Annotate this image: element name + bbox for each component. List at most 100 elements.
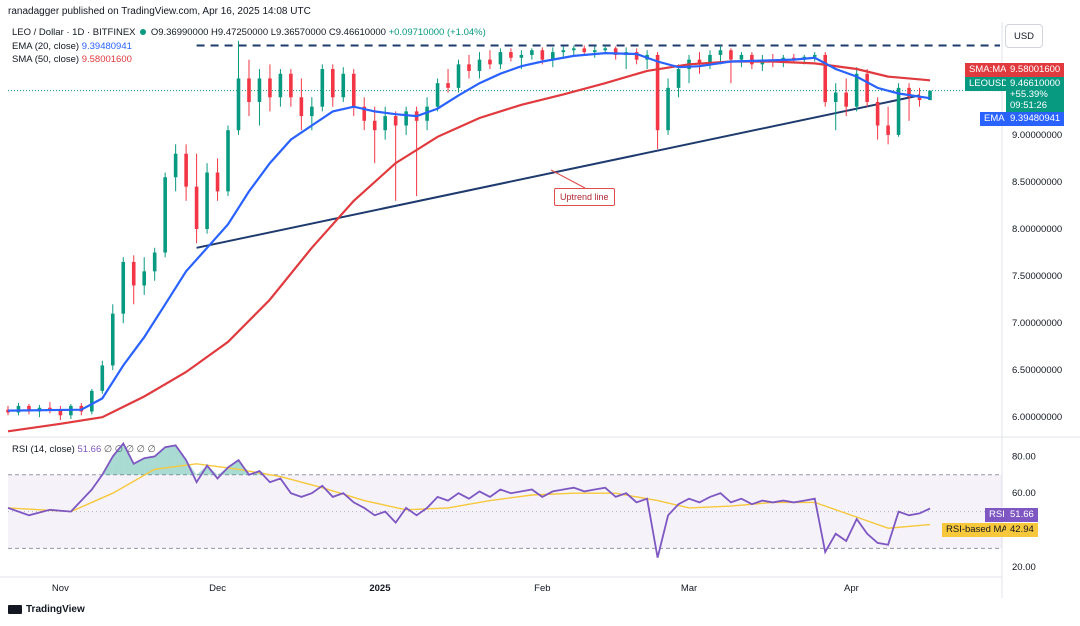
candle-body (603, 48, 608, 51)
ohlc-high: H9.47250000 (211, 27, 269, 38)
candle-body (351, 73, 356, 107)
candle-body (582, 48, 587, 53)
symbol-label: LEO / Dollar · 1D · BITFINEX (12, 27, 136, 38)
candle-body (875, 101, 880, 126)
candle-body (823, 54, 828, 102)
candle-body (142, 271, 147, 286)
symbol-price-tag: 9.46610000 +55.39% 09:51:26 (1006, 77, 1065, 112)
rsi-legend-na: ∅ ∅ ∅ ∅ ∅ (103, 444, 156, 455)
candle-body (812, 54, 817, 57)
candle-body (289, 73, 293, 98)
rsi-tick-label: 20.00 (1012, 562, 1036, 573)
candle-body (697, 59, 702, 65)
candle-body (739, 54, 744, 60)
candle-body (708, 54, 712, 65)
candle-body (896, 87, 901, 135)
price-tick-label: 7.50000000 (1012, 271, 1062, 282)
rsi-overbought-fill (112, 443, 124, 475)
candle-body (833, 92, 838, 102)
candle-body (257, 78, 262, 102)
time-tick-label: Feb (534, 583, 550, 594)
candle-body (163, 177, 167, 253)
time-tick-label: Nov (52, 583, 69, 594)
sma-value-tag: 9.58001600 (1006, 63, 1065, 77)
candle-body (372, 120, 377, 131)
annotation-connector (550, 169, 586, 189)
candle-body (100, 365, 105, 391)
ema20-line (7, 51, 931, 412)
rsi-overbought-fill (207, 465, 218, 475)
candle-body (268, 78, 272, 98)
candle-body (110, 313, 115, 366)
ema-value-tag: 9.39480941 (1006, 112, 1065, 126)
symbol-legend: LEO / Dollar · 1D · BITFINEX O9.36990000… (12, 26, 486, 39)
rsi-overbought-fill (133, 458, 145, 475)
symbol-pct: +55.39% (1010, 89, 1048, 100)
status-dot-icon (140, 29, 147, 35)
price-tick-label: 8.50000000 (1012, 177, 1062, 188)
candle-body (362, 106, 367, 121)
candle-body (907, 87, 911, 98)
candle-body (530, 50, 534, 55)
candle-body (886, 125, 890, 135)
rsi-ma-line (7, 463, 931, 529)
candle-body (152, 252, 157, 272)
uptrend-line (196, 94, 920, 249)
uptrend-line-annotation: Uptrend line (554, 188, 615, 206)
candle-body (247, 78, 251, 102)
symbol-timer: 09:51:26 (1010, 100, 1047, 111)
price-tick-label: 7.00000000 (1012, 318, 1062, 329)
price-tick-label: 8.00000000 (1012, 224, 1062, 235)
time-tick-label: Mar (681, 583, 697, 594)
rsi-line (7, 441, 931, 558)
candle-body (278, 73, 283, 98)
publisher-header: ranadagger published on TradingView.com,… (8, 6, 311, 17)
candle-body (121, 261, 126, 314)
rsi-overbought-fill (123, 443, 134, 475)
candle-body (393, 116, 398, 126)
candle-body (446, 83, 450, 88)
candle-body (854, 73, 859, 107)
candle-body (509, 52, 513, 58)
price-tick-label: 9.00000000 (1012, 130, 1062, 141)
candle-body (666, 87, 670, 131)
candle-body (729, 50, 733, 60)
candle-body (592, 50, 597, 53)
sma-legend-value: 9.58001600 (81, 54, 132, 65)
sma-legend-label: SMA (50, close) (12, 54, 80, 65)
candle-body (341, 73, 346, 98)
rsi-legend[interactable]: RSI (14, close) 51.66 ∅ ∅ ∅ ∅ ∅ (12, 443, 156, 456)
sma-legend[interactable]: SMA (50, close) 9.58001600 (12, 53, 132, 66)
ema-legend-value: 9.39480941 (81, 41, 132, 52)
rsi-overbought-fill (228, 460, 239, 475)
ema-legend[interactable]: EMA (20, close) 9.39480941 (12, 40, 132, 53)
currency-selector[interactable]: USD (1005, 24, 1043, 48)
candle-body (236, 78, 241, 131)
candle-body (330, 69, 335, 98)
time-tick-label: Dec (209, 583, 226, 594)
time-tick-label: 2025 (369, 583, 391, 594)
rsi-ma-value-tag: 42.94 (1006, 523, 1038, 537)
ohlc-open: O9.36990000 (150, 27, 209, 38)
tv-logo-text: TradingView (26, 604, 85, 615)
candle-body (917, 97, 922, 101)
rsi-ma-tag: RSI-based MA (942, 523, 1012, 537)
candle-body (184, 153, 188, 187)
tradingview-logo[interactable]: TradingView (8, 604, 85, 615)
candle-body (676, 69, 681, 88)
candle-body (613, 48, 618, 55)
rsi-overbought-fill (186, 460, 197, 475)
rsi-tick-label: 80.00 (1012, 451, 1036, 462)
ema-tag: EMA (980, 112, 1009, 126)
candle-body (194, 186, 199, 229)
candle-body (27, 405, 31, 412)
candle-body (435, 83, 440, 107)
candle-body (571, 48, 576, 51)
candle-body (131, 261, 136, 286)
rsi-legend-value: 51.66 (77, 444, 102, 455)
rsi-tag: RSI (985, 508, 1009, 522)
candle-body (634, 52, 639, 60)
candle-body (58, 409, 63, 416)
ohlc-change: +0.09710000 (+1.04%) (388, 27, 486, 38)
